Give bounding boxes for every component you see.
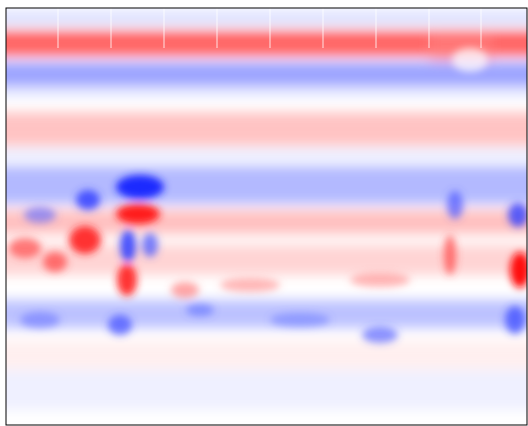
image-area <box>0 0 528 426</box>
radargram <box>0 0 528 426</box>
page: (() => { const data = JSON.parse(documen… <box>0 0 528 426</box>
